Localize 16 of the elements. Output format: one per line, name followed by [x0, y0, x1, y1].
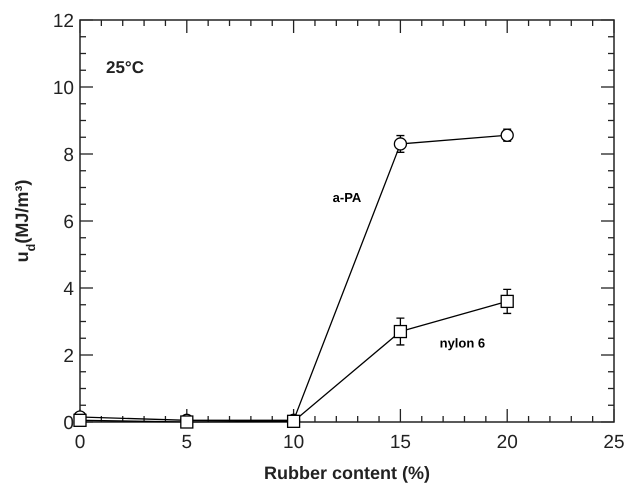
annotation: 25°C [106, 58, 144, 77]
series-label: nylon 6 [440, 336, 486, 351]
x-tick-label: 5 [182, 432, 192, 453]
y-tick-label: 6 [63, 212, 74, 233]
y-tick-label: 2 [63, 346, 74, 367]
y-tick-label: 10 [52, 78, 74, 99]
y-tick-label: 0 [63, 413, 74, 434]
y-tick-label: 12 [52, 11, 74, 32]
x-tick-label: 10 [283, 432, 304, 453]
series-label: a-PA [332, 190, 362, 206]
y-tick-label: 8 [63, 145, 74, 166]
y-tick-label: 4 [63, 279, 74, 300]
x-axis-title: Rubber content (%) [264, 463, 430, 483]
x-tick-label: 15 [390, 432, 411, 453]
x-tick-label: 20 [496, 432, 518, 453]
x-tick-label: 25 [603, 432, 625, 453]
